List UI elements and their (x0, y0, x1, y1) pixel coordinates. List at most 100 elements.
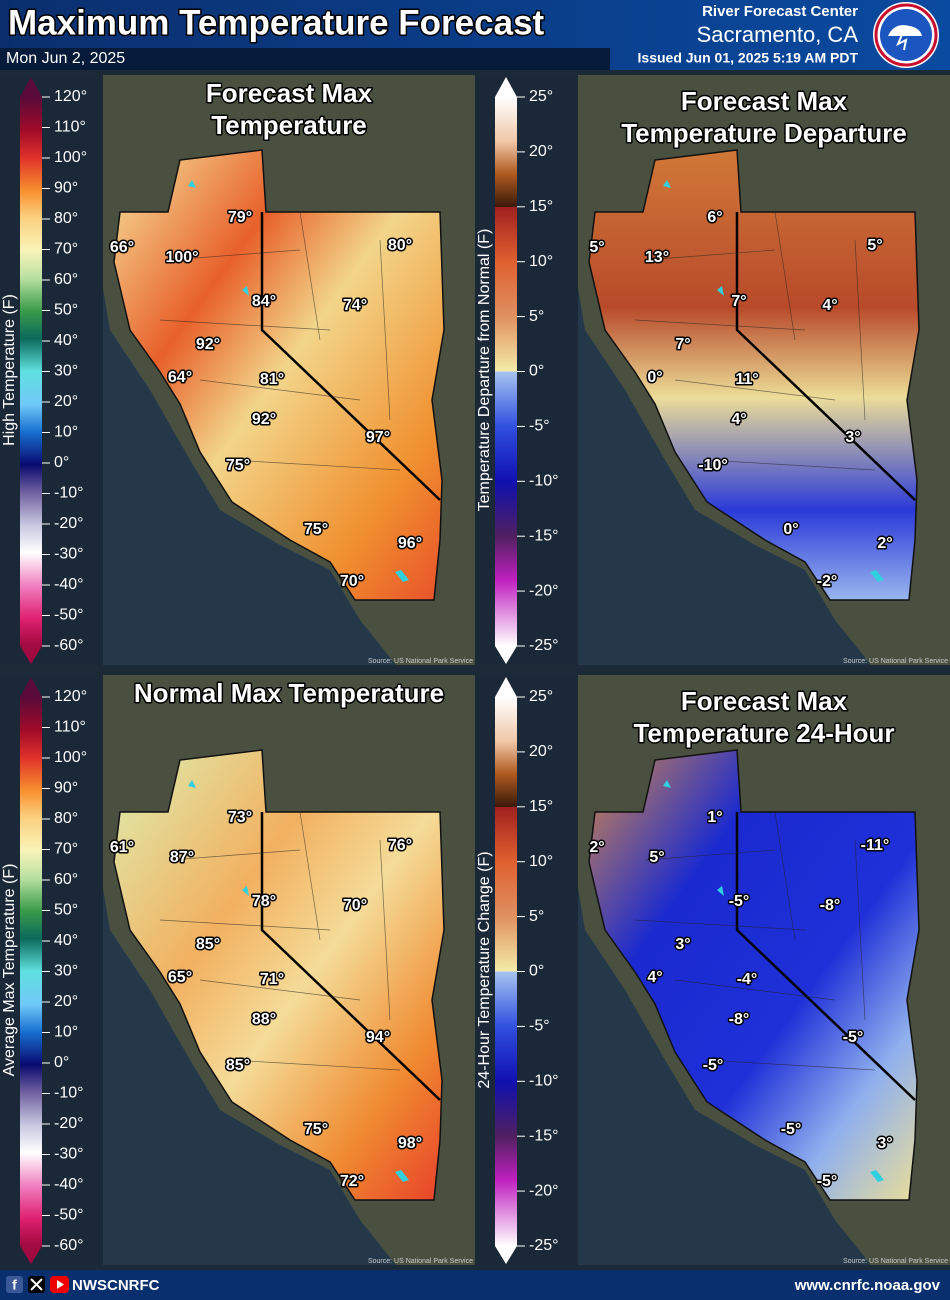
source-credit: Source: US National Park Service (843, 658, 948, 665)
title: Maximum Temperature Forecast (8, 3, 545, 42)
colorbar (495, 97, 517, 646)
point-label: 0° (783, 521, 798, 538)
date: Mon Jun 2, 2025 (6, 50, 125, 67)
source-credit: Source: US National Park Service (368, 1258, 473, 1265)
colorbar-panel (0, 75, 103, 665)
point-label: 85° (196, 936, 220, 953)
point-label: 2° (589, 839, 604, 856)
colorbar-tick-label: -60° (54, 1237, 84, 1254)
x-glyph (30, 1278, 43, 1291)
point-label: 84° (252, 293, 276, 310)
colorbar-tick-label: 60° (54, 871, 78, 888)
colorbar-tick-label: 50° (54, 902, 78, 919)
colorbar-tick-label: 0° (54, 1054, 69, 1071)
colorbar-tick-label: 100° (54, 749, 87, 766)
colorbar (20, 97, 42, 646)
point-label: 97° (366, 429, 390, 446)
colorbar-label: High Temperature (F) (1, 294, 18, 446)
colorbar-tick-label: 40° (54, 332, 78, 349)
colorbar-tick-label: 90° (54, 780, 78, 797)
colorbar-tick-label: -20° (529, 1182, 559, 1199)
point-label: 79° (228, 209, 252, 226)
forecast-area (588, 149, 920, 601)
point-label: 64° (168, 369, 192, 386)
forecast-area (113, 749, 445, 1201)
colorbar-tick-label: 10° (54, 1024, 78, 1041)
point-label: -10° (698, 457, 728, 474)
office: River Forecast Center (702, 3, 858, 20)
point-label: 94° (366, 1029, 390, 1046)
footer-bar (0, 1270, 950, 1300)
point-label: 96° (398, 535, 422, 552)
map: Source: US National Park Service (578, 75, 950, 665)
point-label: 6° (707, 209, 722, 226)
source-credit: Source: US National Park Service (843, 1258, 948, 1265)
forecast-area (588, 749, 920, 1201)
point-label: -11° (861, 837, 890, 854)
panel-title: Temperature 24-Hour (633, 718, 894, 748)
point-label: 92° (252, 411, 276, 428)
point-label: -5° (729, 893, 750, 910)
colorbar-label: 24-Hour Temperature Change (F) (476, 851, 493, 1088)
colorbar-tick-label: 20° (54, 993, 78, 1010)
point-label: 92° (196, 336, 220, 353)
colorbar-tick-label: -5° (529, 418, 550, 435)
social-handle[interactable]: NWSCNRFC (72, 1277, 160, 1294)
colorbar-tick-label: 110° (54, 719, 86, 736)
point-label: -5° (703, 1057, 724, 1074)
state-border (735, 212, 916, 501)
colorbar-tick-label: 10° (529, 853, 553, 870)
colorbar-tick-label: -10° (529, 1073, 559, 1090)
point-label: 75° (304, 1121, 328, 1138)
panel-title: Temperature Departure (621, 118, 907, 148)
colorbar-cap (495, 77, 517, 97)
colorbar-cap (495, 1246, 517, 1264)
state-border (735, 812, 916, 1101)
basin-lines (634, 811, 876, 1071)
colorbar-tick-label: -15° (529, 1127, 559, 1144)
panel: Source: US National Park Service Forecast… (475, 675, 950, 1265)
colorbar-tick-label: 20° (54, 393, 78, 410)
colorbar-tick-label: 20° (529, 743, 553, 760)
colorbar-tick-label: 30° (54, 363, 78, 380)
state-border (260, 812, 441, 1101)
panel: Source: US National Park Service Forecast… (475, 75, 950, 665)
colorbar-tick-label: -20° (54, 1115, 84, 1132)
point-label: 70° (340, 573, 364, 590)
colorbar-tick-label: -30° (54, 1146, 84, 1163)
point-label: -2° (817, 573, 838, 590)
point-label: 13° (645, 249, 669, 266)
point-label: 88° (252, 1011, 276, 1028)
point-label: 74° (343, 297, 367, 314)
colorbar-tick-label: -25° (529, 637, 559, 654)
point-label: 66° (110, 239, 134, 256)
point-label: -8° (729, 1011, 750, 1028)
facebook-icon[interactable] (6, 1276, 23, 1293)
point-label: 85° (226, 1057, 250, 1074)
colorbar-tick-label: -10° (54, 485, 84, 502)
colorbar-tick-label: -60° (54, 637, 84, 654)
panel-title: Forecast Max (681, 686, 848, 716)
point-label: 73° (228, 809, 252, 826)
colorbar-tick-label: 15° (529, 798, 553, 815)
point-label: -4° (737, 971, 758, 988)
map: Source: US National Park Service (103, 675, 475, 1265)
colorbar-tick-label: 30° (54, 963, 78, 980)
colorbar-tick-label: 70° (54, 241, 78, 258)
colorbar-tick-label: 5° (529, 908, 544, 925)
colorbar-tick-label: -15° (529, 527, 559, 544)
point-label: 3° (845, 429, 860, 446)
colorbar-tick-label: 40° (54, 932, 78, 949)
point-label: 7° (731, 293, 746, 310)
basin-lines (159, 811, 401, 1071)
point-label: 5° (867, 237, 882, 254)
colorbar-cap (20, 677, 42, 697)
map: Source: US National Park Service (103, 75, 475, 665)
colorbar-tick-label: 120° (54, 88, 87, 105)
facebook-glyph: f (12, 1277, 17, 1293)
colorbar-panel (475, 75, 578, 665)
colorbar-tick-label: 80° (54, 210, 78, 227)
website[interactable]: www.cnrfc.noaa.gov (794, 1277, 941, 1294)
colorbar-cap (495, 677, 517, 697)
colorbar-cap (20, 1246, 42, 1264)
